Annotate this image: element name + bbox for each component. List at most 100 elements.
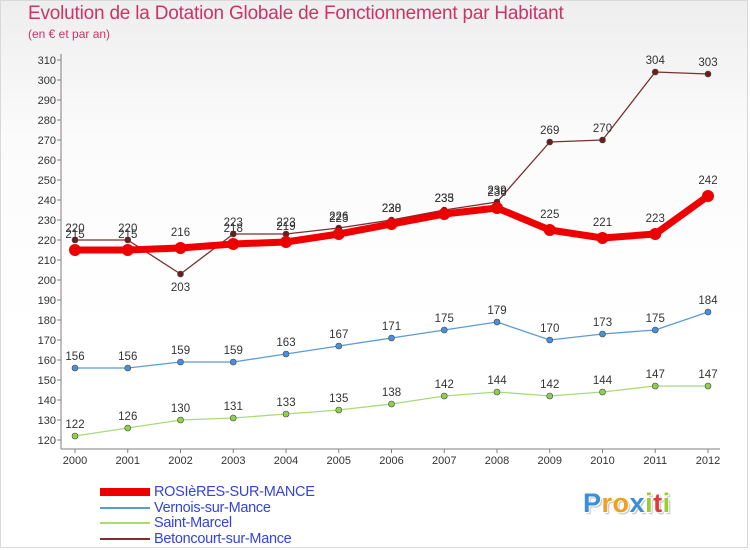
- y-tick-label: 170: [38, 335, 56, 347]
- data-label: 215: [118, 229, 137, 241]
- data-label: 223: [276, 217, 295, 229]
- data-point: [388, 400, 395, 408]
- data-label: 242: [698, 175, 717, 187]
- data-point: [280, 236, 292, 248]
- data-point: [388, 334, 395, 342]
- data-label: 203: [171, 282, 190, 294]
- x-tick-label: 2007: [432, 455, 456, 467]
- y-tick-label: 310: [38, 55, 56, 67]
- data-point: [599, 330, 606, 338]
- logo-letter: P: [583, 488, 602, 518]
- legend-label: ROSIèRES-SUR-MANCE: [154, 484, 315, 500]
- data-point: [282, 350, 290, 358]
- x-tick-label: 2012: [696, 455, 720, 467]
- x-tick-label: 2005: [327, 455, 351, 467]
- data-point: [124, 364, 132, 372]
- logo-letter: t: [653, 488, 663, 518]
- data-label: 156: [118, 351, 137, 363]
- x-tick-label: 2004: [274, 455, 298, 467]
- data-point: [704, 382, 712, 390]
- data-label: 130: [171, 403, 190, 415]
- data-point: [71, 364, 79, 372]
- data-point: [651, 68, 659, 76]
- y-tick-label: 150: [38, 375, 56, 387]
- data-label: 239: [487, 185, 506, 197]
- x-tick-label: 2008: [485, 455, 509, 467]
- data-label: 270: [593, 123, 612, 135]
- data-point: [229, 230, 237, 238]
- y-tick-label: 130: [38, 415, 56, 427]
- y-tick-label: 250: [38, 175, 56, 187]
- data-point: [440, 392, 448, 400]
- data-label: 135: [329, 393, 348, 405]
- data-point: [124, 424, 132, 432]
- data-label: 218: [224, 223, 243, 235]
- data-point: [177, 358, 184, 366]
- data-label: 147: [698, 369, 717, 381]
- y-tick-label: 290: [38, 95, 56, 107]
- x-tick-label: 2002: [168, 455, 192, 467]
- data-point: [227, 238, 240, 250]
- y-tick-label: 210: [38, 255, 56, 267]
- data-label: 233: [435, 193, 454, 205]
- data-point: [546, 138, 554, 146]
- x-tick-label: 2006: [379, 455, 403, 467]
- data-point: [124, 236, 132, 244]
- y-tick-label: 160: [38, 355, 56, 367]
- data-label: 159: [224, 345, 243, 357]
- data-label: 156: [65, 351, 84, 363]
- y-tick-label: 220: [38, 235, 56, 247]
- y-tick-label: 190: [38, 295, 56, 307]
- data-point: [651, 382, 659, 390]
- y-tick-label: 200: [38, 275, 56, 287]
- data-label: 163: [276, 337, 295, 349]
- data-point: [649, 228, 662, 240]
- data-point: [546, 392, 554, 400]
- data-label: 171: [382, 321, 401, 333]
- data-label: 223: [329, 213, 348, 225]
- x-tick-label: 2000: [63, 455, 87, 467]
- legend-label: Betoncourt-sur-Mance: [154, 530, 292, 547]
- legend-swatch: [100, 537, 150, 540]
- data-label: 303: [698, 57, 717, 69]
- data-label: 173: [593, 317, 612, 329]
- y-tick-label: 140: [38, 395, 56, 407]
- logo-letter: i: [645, 488, 654, 518]
- data-point: [177, 270, 184, 278]
- x-tick-label: 2010: [590, 455, 614, 467]
- y-tick-label: 280: [38, 115, 56, 127]
- data-label: 184: [698, 295, 718, 307]
- y-tick-label: 120: [38, 435, 56, 447]
- data-point: [438, 208, 451, 220]
- legend-swatch: [100, 506, 150, 509]
- data-point: [491, 202, 503, 214]
- x-tick-label: 2009: [538, 455, 562, 467]
- data-label: 167: [329, 329, 348, 341]
- x-tick-label: 2003: [221, 455, 245, 467]
- data-label: 142: [435, 379, 454, 391]
- data-point: [704, 70, 712, 78]
- data-label: 131: [224, 401, 243, 413]
- data-label: 144: [487, 375, 507, 387]
- data-point: [493, 318, 501, 326]
- data-label: 219: [276, 221, 295, 233]
- data-point: [702, 190, 714, 202]
- legend-label: Vernois-sur-Mance: [154, 499, 271, 516]
- data-point: [229, 414, 237, 422]
- data-point: [71, 432, 79, 440]
- data-point: [493, 388, 501, 396]
- data-point: [546, 336, 554, 344]
- data-point: [599, 388, 606, 396]
- data-point: [440, 326, 448, 334]
- chart-title: Evolution de la Dotation Globale de Fonc…: [28, 3, 564, 24]
- data-point: [335, 406, 343, 414]
- data-label: 304: [646, 55, 666, 67]
- data-label: 221: [593, 217, 612, 229]
- y-tick-label: 270: [38, 135, 56, 147]
- data-label: 223: [646, 213, 665, 225]
- data-point: [174, 242, 187, 254]
- data-point: [599, 136, 606, 144]
- data-label: 142: [540, 379, 559, 391]
- data-label: 170: [540, 323, 559, 335]
